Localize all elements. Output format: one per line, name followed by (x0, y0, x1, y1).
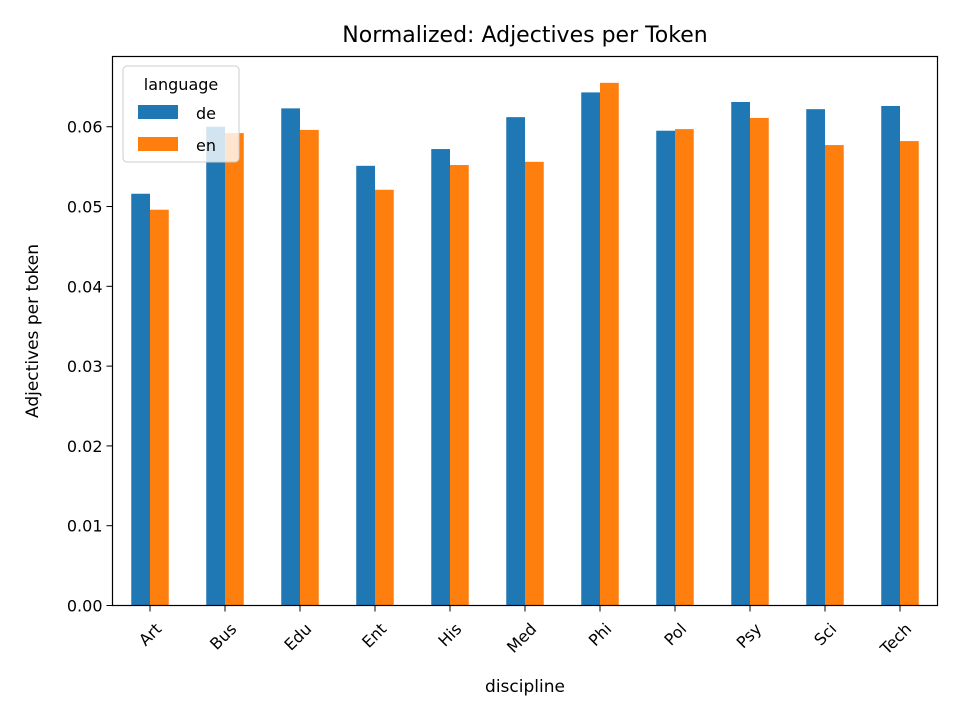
bar-de-art (131, 193, 150, 606)
bar-de-phi (581, 92, 600, 606)
plot-frame (111, 55, 939, 607)
y-axis: 0.00 0.01 0.02 0.03 0.04 0.05 0.06 (67, 118, 113, 616)
y-tick-label: 0.03 (67, 357, 103, 376)
y-tick-label: 0.02 (67, 437, 103, 456)
bar-en-edu (300, 129, 319, 606)
y-tick-label: 0.00 (67, 597, 103, 616)
bar-de-bus (206, 126, 225, 606)
legend-swatch-en (138, 137, 178, 151)
bar-en-pol (675, 129, 694, 606)
bar-de-psy (731, 101, 750, 606)
bar-en-his (450, 165, 469, 606)
bar-de-his (431, 149, 450, 606)
bar-de-med (506, 117, 525, 606)
bar-en-tech (900, 141, 919, 606)
bar-en-phi (600, 82, 619, 606)
legend-label-de: de (196, 104, 216, 123)
y-tick-label: 0.05 (67, 198, 103, 217)
bar-en-psy (750, 117, 769, 606)
y-tick-label: 0.04 (67, 277, 103, 296)
bar-en-art (150, 209, 169, 606)
bar-en-med (525, 161, 544, 606)
bar-de-sci (806, 109, 825, 606)
bar-en-sci (825, 145, 844, 606)
chart-title: Normalized: Adjectives per Token (342, 23, 707, 48)
bar-de-ent (356, 165, 375, 606)
legend-title: language (144, 75, 219, 94)
bar-de-tech (881, 105, 900, 606)
y-tick-label: 0.01 (67, 517, 103, 536)
x-axis-label: discipline (485, 677, 565, 697)
bars-group (131, 82, 919, 606)
bar-en-bus (225, 133, 244, 606)
legend: language de en (122, 65, 240, 163)
legend-label-en: en (196, 136, 216, 155)
bar-en-ent (375, 189, 394, 606)
bar-de-pol (656, 130, 675, 606)
y-axis-label: Adjectives per token (23, 244, 43, 418)
y-tick-label: 0.06 (67, 118, 103, 137)
bar-de-edu (281, 108, 300, 606)
legend-swatch-de (138, 105, 178, 119)
